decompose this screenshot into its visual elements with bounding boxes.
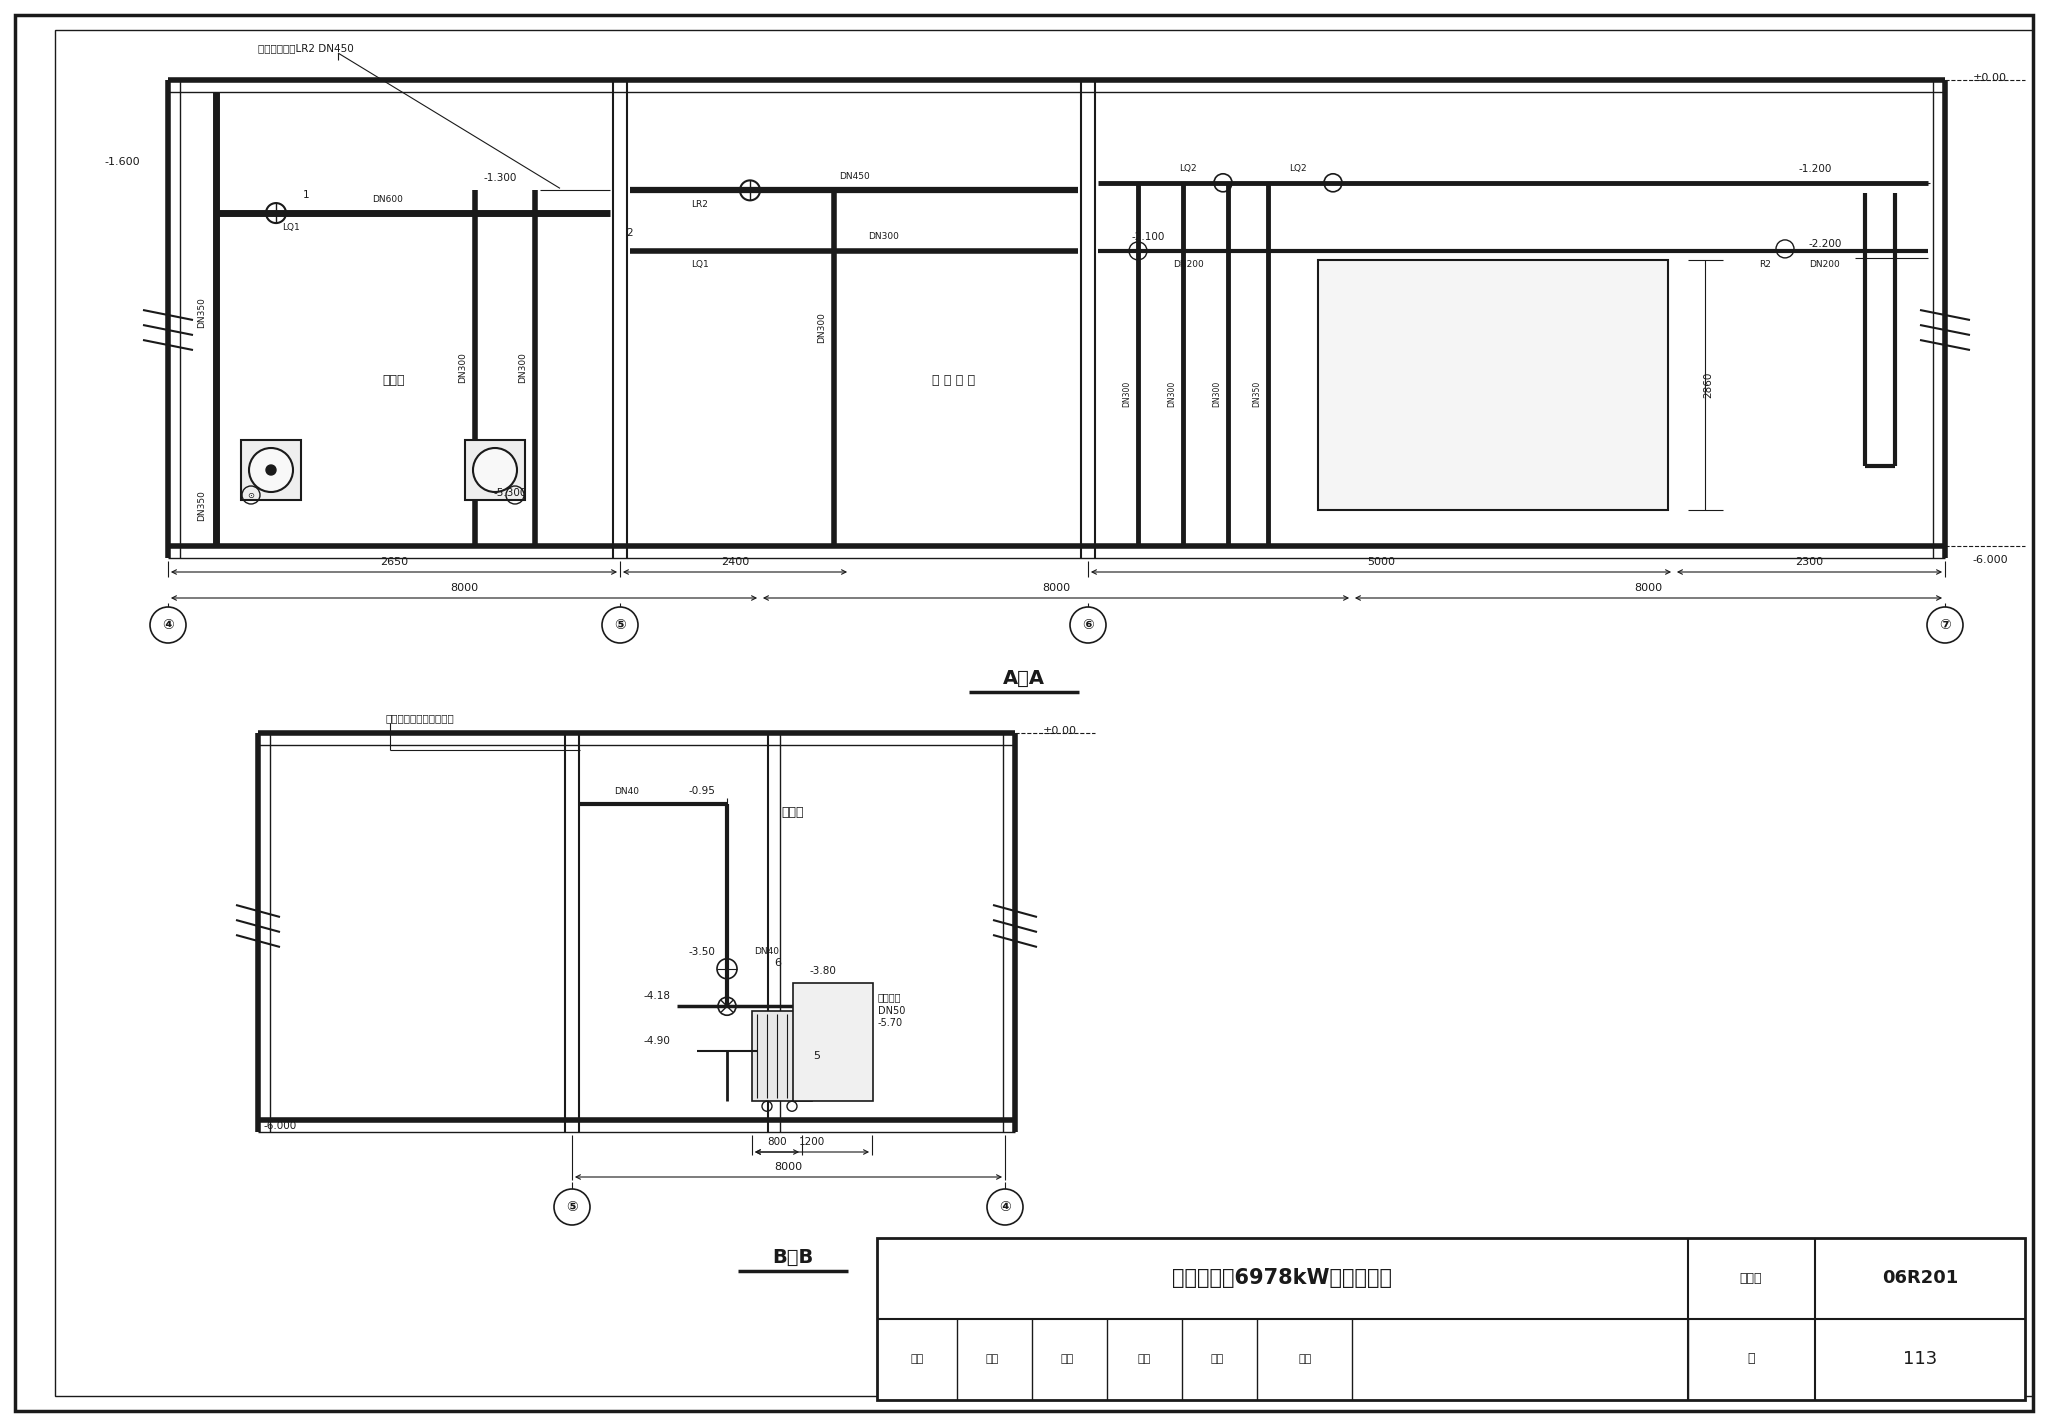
Circle shape	[266, 465, 276, 475]
Text: 校对: 校对	[1061, 1355, 1073, 1365]
Text: DN200: DN200	[1174, 261, 1204, 270]
Text: 张伟: 张伟	[1137, 1355, 1151, 1365]
Circle shape	[987, 1189, 1024, 1225]
Text: 2300: 2300	[1796, 558, 1823, 568]
Text: DN300: DN300	[1122, 381, 1130, 408]
Text: DN350: DN350	[197, 298, 207, 328]
Text: DN350: DN350	[197, 491, 207, 522]
Text: DN40: DN40	[614, 787, 639, 796]
Text: ±0.00: ±0.00	[1972, 73, 2007, 83]
Text: 总装机容量6978kW机房剖面图: 总装机容量6978kW机房剖面图	[1171, 1268, 1393, 1288]
Text: 1200: 1200	[799, 1137, 825, 1147]
Text: -2.100: -2.100	[1130, 232, 1165, 242]
Circle shape	[602, 607, 639, 643]
Text: -5.300: -5.300	[494, 488, 526, 498]
Text: 5000: 5000	[1366, 558, 1395, 568]
Text: -5.70: -5.70	[879, 1018, 903, 1028]
Circle shape	[1927, 607, 1962, 643]
Text: -1.200: -1.200	[1798, 164, 1831, 174]
Text: DN600: DN600	[373, 194, 403, 204]
Text: -2.200: -2.200	[1808, 240, 1841, 250]
Text: DN200: DN200	[1810, 261, 1841, 270]
Text: DN300: DN300	[817, 312, 827, 344]
Text: ±0.00: ±0.00	[1042, 726, 1077, 736]
Text: 吴莹: 吴莹	[985, 1355, 999, 1365]
Text: DN300: DN300	[1212, 381, 1221, 408]
Text: LQ2: LQ2	[1180, 164, 1196, 174]
Text: ④: ④	[999, 1201, 1012, 1214]
Text: -6.000: -6.000	[262, 1121, 297, 1131]
Text: 水泵间: 水泵间	[782, 807, 805, 820]
Text: ⑤: ⑤	[614, 617, 627, 632]
Text: ⑥: ⑥	[1081, 617, 1094, 632]
Bar	[877, 1238, 2025, 1400]
Text: 黄颐: 黄颐	[1298, 1355, 1311, 1365]
Text: ④: ④	[162, 617, 174, 632]
Text: 图集号: 图集号	[1739, 1272, 1761, 1285]
Text: 页: 页	[1747, 1352, 1755, 1366]
Bar	[242, 441, 301, 501]
Text: 2400: 2400	[721, 558, 750, 568]
Text: LQ1: LQ1	[283, 222, 299, 231]
Text: -4.18: -4.18	[643, 991, 670, 1001]
Bar	[1319, 260, 1667, 511]
Text: 6: 6	[774, 957, 782, 967]
Text: LQ2: LQ2	[1288, 164, 1307, 174]
Text: -3.80: -3.80	[809, 965, 836, 975]
Circle shape	[555, 1189, 590, 1225]
Text: 8000: 8000	[451, 583, 477, 593]
Text: -1.600: -1.600	[104, 157, 139, 167]
Text: 2: 2	[627, 228, 633, 238]
Text: DN300: DN300	[459, 352, 467, 384]
Text: 8000: 8000	[1042, 583, 1069, 593]
Text: -4.90: -4.90	[643, 1037, 670, 1047]
Text: 113: 113	[1903, 1350, 1937, 1368]
Text: 审核: 审核	[911, 1355, 924, 1365]
Text: 2860: 2860	[1704, 372, 1712, 398]
Circle shape	[250, 448, 293, 492]
Text: DN40: DN40	[754, 947, 780, 957]
Text: 直 燃 机 房: 直 燃 机 房	[932, 374, 975, 386]
Text: -6.000: -6.000	[1972, 555, 2007, 565]
Text: ⊙: ⊙	[248, 491, 254, 499]
Circle shape	[1069, 607, 1106, 643]
Text: 1: 1	[303, 190, 309, 200]
Bar	[752, 1011, 811, 1101]
Text: -0.95: -0.95	[688, 786, 715, 796]
Text: 800: 800	[768, 1137, 786, 1147]
Text: DN350: DN350	[1253, 381, 1262, 408]
Text: DN300: DN300	[868, 232, 899, 241]
Text: 冷冻水回水管LR2 DN450: 冷冻水回水管LR2 DN450	[258, 43, 354, 53]
Text: A－A: A－A	[1004, 669, 1044, 687]
Circle shape	[150, 607, 186, 643]
Text: R2: R2	[1759, 261, 1772, 270]
Text: 2650: 2650	[381, 558, 408, 568]
Bar	[793, 983, 872, 1101]
Text: DN300: DN300	[518, 352, 528, 384]
Bar	[465, 441, 524, 501]
Text: 设计: 设计	[1210, 1355, 1223, 1365]
Text: 接补水泵: 接补水泵	[879, 992, 901, 1002]
Text: ⑦: ⑦	[1939, 617, 1952, 632]
Text: 水泵间: 水泵间	[383, 374, 406, 386]
Text: LR2: LR2	[692, 200, 709, 208]
Circle shape	[473, 448, 516, 492]
Text: LQ1: LQ1	[690, 261, 709, 270]
Text: -3.50: -3.50	[688, 947, 715, 957]
Text: DN450: DN450	[838, 173, 868, 181]
Text: 06R201: 06R201	[1882, 1269, 1958, 1288]
Text: DN300: DN300	[1167, 381, 1176, 408]
Text: B－B: B－B	[772, 1248, 813, 1266]
Text: -1.300: -1.300	[483, 174, 516, 184]
Text: DN50: DN50	[879, 1005, 905, 1015]
Text: 接自来水管及倒流防止器: 接自来水管及倒流防止器	[385, 713, 455, 723]
Text: 8000: 8000	[774, 1162, 803, 1172]
Text: 5: 5	[813, 1051, 821, 1061]
Text: ⑤: ⑤	[565, 1201, 578, 1214]
Text: 8000: 8000	[1634, 583, 1663, 593]
